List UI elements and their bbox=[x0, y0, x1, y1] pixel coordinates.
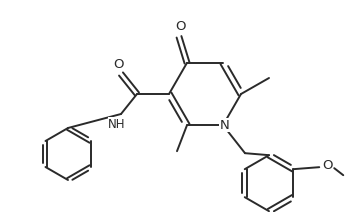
Text: O: O bbox=[175, 20, 185, 33]
Text: NH: NH bbox=[108, 117, 126, 131]
Text: O: O bbox=[322, 159, 333, 172]
Text: N: N bbox=[220, 119, 230, 132]
Text: O: O bbox=[114, 57, 124, 71]
